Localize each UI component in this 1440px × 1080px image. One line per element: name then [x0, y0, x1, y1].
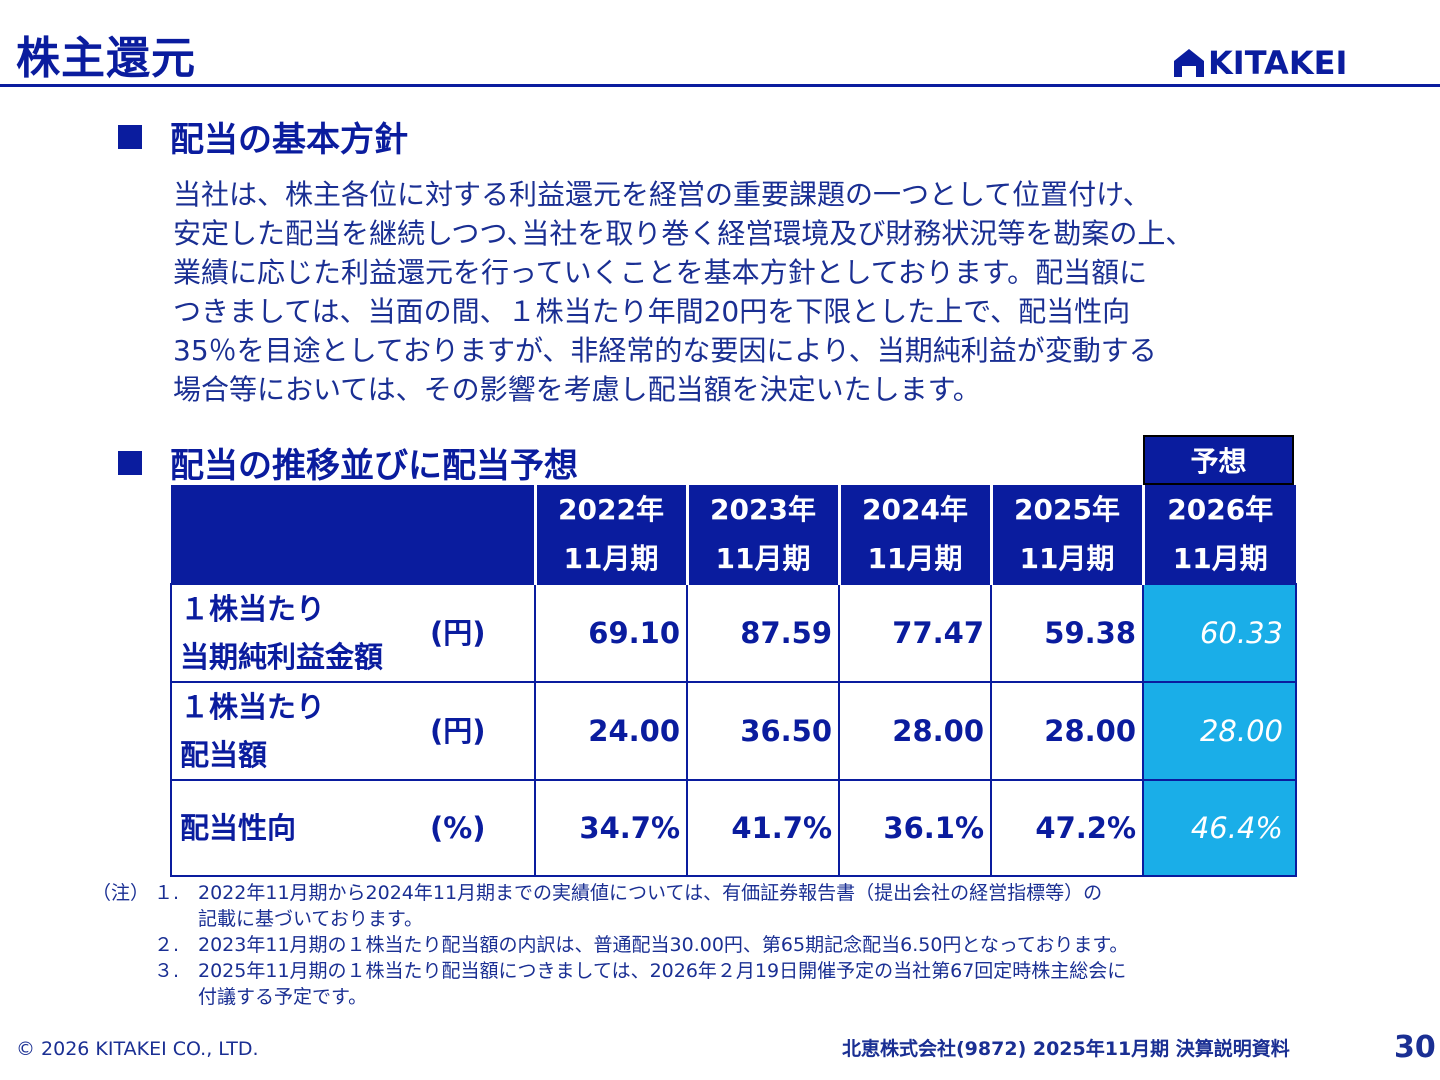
- section-heading-text: 配当の推移並びに配当予想: [170, 446, 578, 486]
- note-prefix: （注）: [92, 882, 150, 904]
- note-item: ２. 2023年11月期の１株当たり配当額の内訳は、普通配当30.00円、第65…: [92, 932, 1128, 958]
- column-header: 2024年 11月期: [837, 485, 991, 584]
- table-cell: 36.50: [686, 681, 840, 781]
- note-text-cont: 付議する予定です。: [198, 986, 368, 1008]
- table-cell: 47.2%: [990, 779, 1144, 877]
- note-text: 2022年11月期から2024年11月期までの実績値については、有価証券報告書（…: [198, 882, 1103, 904]
- table-row: 配当性向 (%) 34.7% 41.7% 36.1% 47.2% 46.4%: [170, 779, 1297, 877]
- company-logo: KITAKEI: [1172, 46, 1347, 80]
- notes: （注） １. 2022年11月期から2024年11月期までの実績値については、有…: [92, 880, 1128, 1010]
- row-label: 配当性向 (%): [170, 779, 536, 877]
- column-header-forecast: 2026年 11月期: [1141, 485, 1296, 584]
- policy-line: 当社は、株主各位に対する利益還元を経営の重要課題の一つとして位置付け、: [173, 178, 1151, 211]
- note-text: 2023年11月期の１株当たり配当額の内訳は、普通配当30.00円、第65期記念…: [198, 934, 1129, 956]
- column-header: 2025年 11月期: [989, 485, 1143, 584]
- row-unit: (円): [430, 714, 486, 748]
- forecast-cell: 28.00: [1142, 681, 1297, 781]
- page-title: 株主還元: [16, 33, 196, 84]
- table-cell: 69.10: [534, 583, 688, 683]
- note-number: ２.: [154, 934, 180, 956]
- row-unit: (円): [430, 616, 486, 650]
- policy-line: 業績に応じた利益還元を行っていくことを基本方針としております。配当額に: [173, 256, 1148, 289]
- section-heading-dividends: 配当の推移並びに配当予想: [118, 438, 578, 487]
- forecast-label: 予想: [1143, 435, 1294, 485]
- section-heading-text: 配当の基本方針: [170, 120, 408, 160]
- table-header-row: 2022年 11月期 2023年 11月期 2024年 11月期 2025年 11月期 …: [171, 485, 1296, 584]
- table-cell: 28.00: [838, 681, 992, 781]
- section-heading-policy: 配当の基本方針: [118, 112, 408, 161]
- square-bullet-icon: [118, 450, 142, 475]
- policy-text: 当社は、株主各位に対する利益還元を経営の重要課題の一つとして位置付け、 安定した…: [173, 175, 1373, 409]
- page-number: 30: [1394, 1030, 1436, 1065]
- table-cell: 34.7%: [534, 779, 688, 877]
- house-logo-icon: [1174, 49, 1204, 77]
- table-row: １株当たり 当期純利益金額 (円) 69.10 87.59 77.47 59.3…: [170, 583, 1297, 683]
- dividend-table: 2022年 11月期 2023年 11月期 2024年 11月期 2025年 11月期 …: [170, 485, 1297, 877]
- row-label: １株当たり 配当額 (円): [170, 681, 536, 781]
- note-item: ３. 2025年11月期の１株当たり配当額につきましては、2026年２月19日開…: [92, 958, 1128, 984]
- header-divider: [0, 84, 1440, 87]
- column-header: 2022年 11月期: [533, 485, 687, 584]
- copyright: © 2026 KITAKEI CO., LTD.: [16, 1038, 259, 1060]
- note-text-cont: 記載に基づいております。: [198, 908, 423, 930]
- table-cell: 24.00: [534, 681, 688, 781]
- table-cell: 87.59: [686, 583, 840, 683]
- table-row: １株当たり 配当額 (円) 24.00 36.50 28.00 28.00 28…: [170, 681, 1297, 781]
- policy-line: つきましては、当面の間、１株当たり年間20円を下限とした上で、配当性向: [173, 295, 1131, 328]
- column-header: 2023年 11月期: [685, 485, 839, 584]
- note-number: １.: [154, 882, 180, 904]
- policy-line: 場合等においては、その影響を考慮し配当額を決定いたします。: [173, 373, 981, 406]
- table-cell: 41.7%: [686, 779, 840, 877]
- header-corner: [171, 485, 535, 584]
- row-unit: (%): [430, 811, 486, 845]
- table-cell: 36.1%: [838, 779, 992, 877]
- forecast-cell: 60.33: [1142, 583, 1297, 683]
- table-cell: 28.00: [990, 681, 1144, 781]
- forecast-cell: 46.4%: [1142, 779, 1297, 877]
- note-number: ３.: [154, 960, 180, 982]
- table-cell: 59.38: [990, 583, 1144, 683]
- table-cell: 77.47: [838, 583, 992, 683]
- document-title: 北恵株式会社(9872) 2025年11月期 決算説明資料: [842, 1038, 1290, 1060]
- note-item: （注） １. 2022年11月期から2024年11月期までの実績値については、有…: [92, 880, 1128, 906]
- policy-line: 35％を目途としておりますが、非経常的な要因により、当期純利益が変動する: [173, 334, 1157, 367]
- note-text: 2025年11月期の１株当たり配当額につきましては、2026年２月19日開催予定…: [198, 960, 1127, 982]
- row-label: １株当たり 当期純利益金額 (円): [170, 583, 536, 683]
- logo-text: KITAKEI: [1208, 44, 1348, 82]
- policy-line: 安定した配当を継続しつつ､当社を取り巻く経営環境及び財務状況等を勘案の上、: [173, 217, 1194, 250]
- square-bullet-icon: [118, 124, 142, 149]
